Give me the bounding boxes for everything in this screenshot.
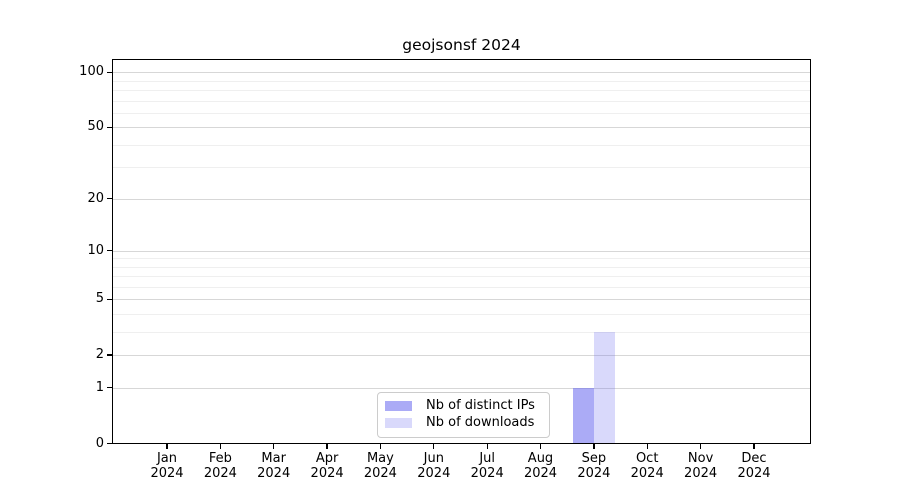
major-gridline: [112, 127, 811, 129]
chart-title: geojsonsf 2024: [402, 36, 521, 54]
x-tick-label-year: 2024: [470, 466, 504, 481]
minor-gridline: [112, 80, 811, 82]
x-tick-label: Jul 2024: [456, 451, 518, 482]
x-tick-mark: [433, 443, 435, 449]
x-tick-label: May 2024: [349, 451, 411, 482]
major-gridline: [112, 299, 811, 301]
x-tick-label-month: Jun: [423, 450, 444, 466]
x-tick-mark: [486, 443, 488, 449]
x-tick-label-year: 2024: [737, 466, 771, 481]
legend-swatch-distinct-ips: [385, 401, 412, 411]
x-tick-label-month: Nov: [687, 450, 714, 466]
bar-distinct-ips-sep: [572, 387, 594, 444]
x-tick-label-year: 2024: [150, 466, 184, 481]
x-tick-mark: [699, 443, 702, 449]
x-tick-label: Apr 2024: [296, 451, 358, 482]
x-tick-label: Feb 2024: [189, 451, 251, 482]
x-tick-label: Sep 2024: [563, 451, 625, 482]
y-tick-label: 0: [95, 435, 104, 451]
y-tick-mark: [107, 71, 112, 73]
y-tick-mark: [107, 442, 112, 445]
legend-label-downloads: Nb of downloads: [426, 415, 535, 430]
x-tick-mark: [539, 443, 542, 449]
legend-swatch-downloads: [385, 418, 412, 428]
y-tick-mark: [107, 126, 112, 128]
x-tick-label-month: Mar: [261, 450, 286, 466]
y-tick-label: 1: [95, 379, 104, 395]
x-tick-label-year: 2024: [310, 466, 344, 481]
x-tick-label-year: 2024: [417, 466, 451, 481]
y-tick-label: 50: [87, 119, 104, 135]
y-tick-mark: [107, 197, 112, 200]
legend-item-distinct-ips: Nb of distinct IPs: [385, 398, 542, 414]
major-gridline: [112, 198, 811, 200]
minor-gridline: [112, 100, 811, 102]
x-tick-label-month: Jul: [479, 450, 496, 466]
x-tick-label-month: Jan: [156, 450, 178, 466]
y-tick-label: 2: [95, 347, 104, 363]
major-gridline: [112, 355, 811, 357]
x-tick-label-month: Sep: [581, 450, 607, 466]
y-tick-label: 100: [79, 64, 104, 80]
major-gridline: [112, 250, 811, 252]
x-tick-label-year: 2024: [684, 466, 718, 481]
x-tick-label-month: May: [366, 450, 394, 466]
x-tick-label-year: 2024: [577, 466, 611, 481]
x-tick-label-year: 2024: [203, 466, 237, 481]
x-tick-label-month: Feb: [208, 450, 232, 466]
bar-downloads-sep: [593, 332, 616, 444]
x-tick-mark: [326, 443, 328, 449]
x-tick-label: Mar 2024: [243, 451, 305, 482]
x-tick-mark: [219, 443, 222, 449]
y-tick-label: 20: [87, 190, 104, 206]
major-gridline: [112, 387, 811, 389]
x-tick-label-month: Apr: [315, 450, 339, 466]
minor-gridline: [112, 112, 811, 114]
x-tick-label: Dec 2024: [723, 451, 785, 482]
x-tick-mark: [593, 443, 595, 449]
x-tick-mark: [379, 443, 382, 449]
legend: Nb of distinct IPs Nb of downloads: [377, 391, 550, 438]
x-tick-label-month: Aug: [527, 450, 554, 466]
x-tick-label: Nov 2024: [670, 451, 732, 482]
x-tick-label-year: 2024: [363, 466, 397, 481]
x-tick-label: Jan 2024: [136, 451, 198, 482]
y-tick-mark: [107, 354, 112, 356]
x-tick-label-month: Oct: [635, 450, 659, 466]
y-tick-mark: [107, 298, 112, 301]
legend-label-distinct-ips: Nb of distinct IPs: [426, 398, 535, 413]
y-tick-mark: [107, 387, 112, 389]
legend-item-downloads: Nb of downloads: [385, 415, 542, 431]
minor-gridline: [112, 276, 811, 278]
x-tick-label-month: Dec: [741, 450, 767, 466]
minor-gridline: [112, 167, 811, 169]
x-tick-label: Aug 2024: [510, 451, 572, 482]
x-tick-mark: [273, 443, 275, 449]
minor-gridline: [112, 258, 811, 260]
x-tick-label-year: 2024: [630, 466, 664, 481]
minor-gridline: [112, 266, 811, 268]
minor-gridline: [112, 332, 811, 333]
y-tick-mark: [107, 249, 112, 252]
x-tick-label: Jun 2024: [403, 451, 465, 482]
x-tick-label: Oct 2024: [616, 451, 678, 482]
y-tick-label: 10: [87, 242, 104, 258]
major-gridline: [112, 72, 811, 74]
minor-gridline: [112, 90, 811, 91]
x-tick-label-year: 2024: [523, 466, 558, 481]
x-tick-mark: [166, 443, 168, 449]
minor-gridline: [112, 144, 811, 146]
x-tick-mark: [753, 443, 755, 449]
minor-gridline: [112, 287, 811, 288]
y-tick-label: 5: [95, 291, 104, 307]
x-tick-mark: [646, 443, 648, 449]
minor-gridline: [112, 314, 811, 316]
x-tick-label-year: 2024: [257, 466, 291, 481]
